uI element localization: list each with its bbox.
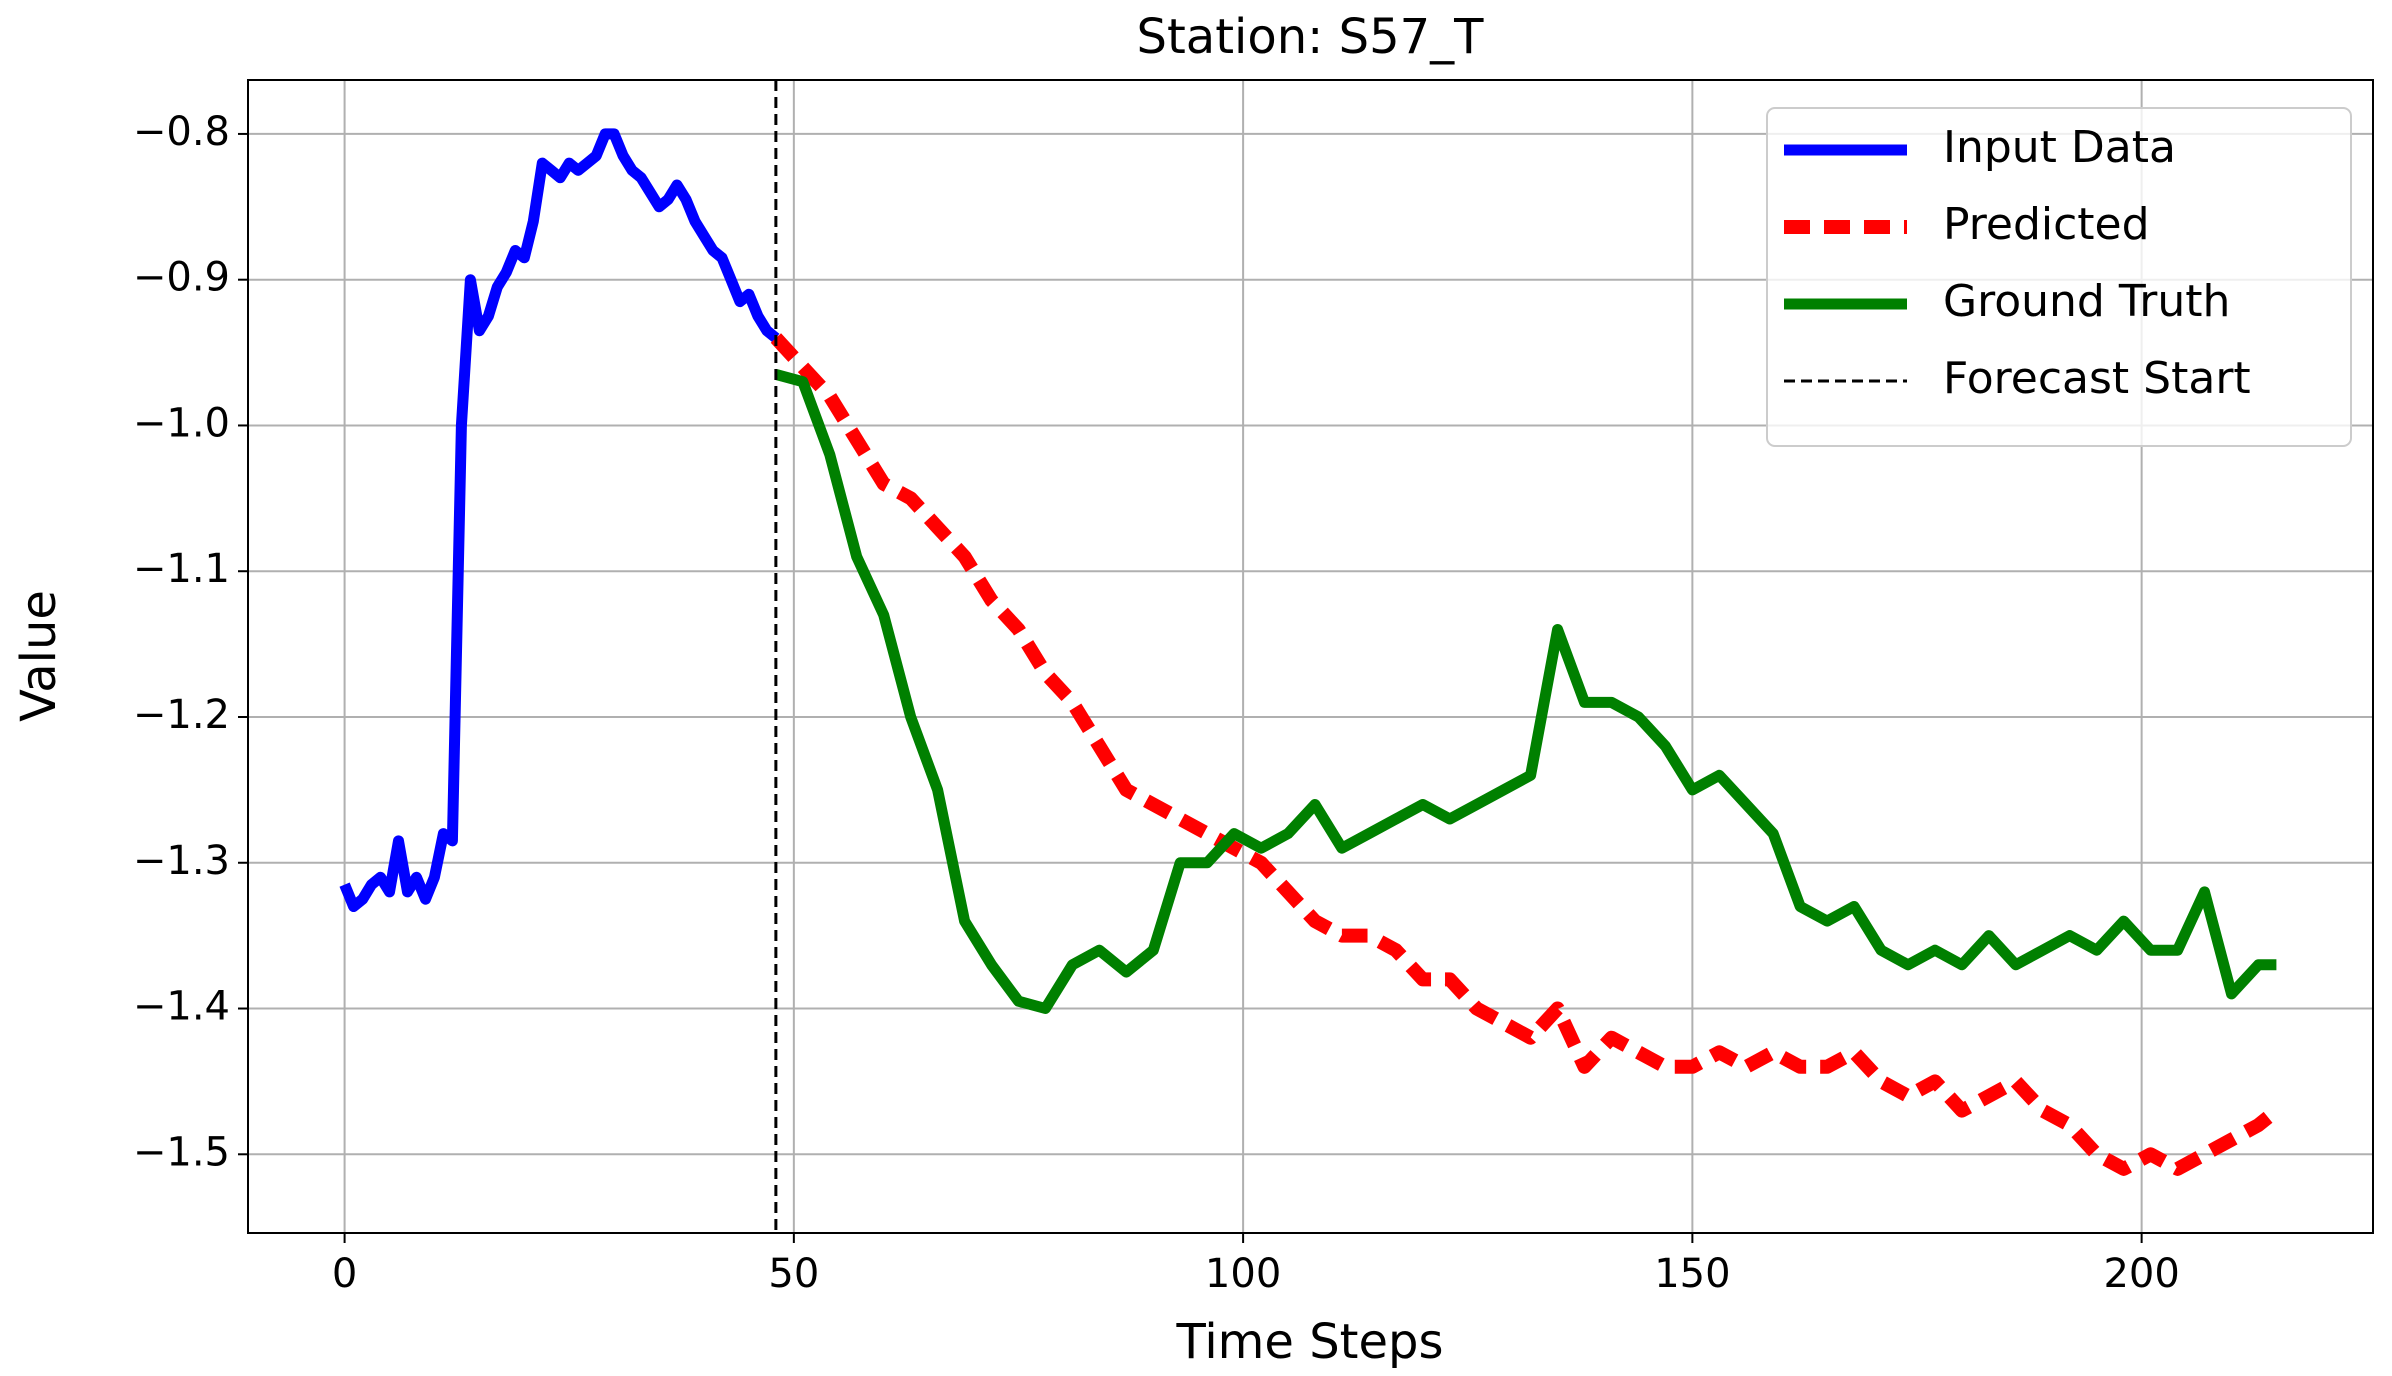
- y-tick-label: −0.8: [133, 109, 230, 155]
- chart-title: Station: S57_T: [1137, 9, 1485, 65]
- legend-label: Forecast Start: [1943, 353, 2251, 404]
- legend-label: Input Data: [1943, 122, 2176, 173]
- x-tick-label: 50: [768, 1251, 819, 1297]
- legend: Input Data Predicted Ground Truth Forecast …: [1766, 107, 2352, 447]
- y-tick-label: −1.3: [133, 838, 230, 884]
- y-tick-label: −1.0: [133, 400, 230, 446]
- y-tick-label: −1.1: [133, 546, 230, 592]
- y-tick-label: −1.2: [133, 692, 230, 738]
- legend-label: Ground Truth: [1943, 276, 2230, 327]
- data-line: [774, 369, 2277, 1014]
- y-tick-label: −1.5: [133, 1129, 230, 1175]
- data-line: [770, 333, 2281, 1176]
- legend-label: Predicted: [1943, 199, 2150, 250]
- y-tick-label: −1.4: [133, 984, 230, 1030]
- x-tick-label: 200: [2103, 1251, 2179, 1297]
- plot-frame: [247, 79, 2374, 1234]
- y-axis-label: Value: [11, 590, 67, 722]
- data-line: [339, 128, 780, 912]
- x-tick-label: 0: [332, 1251, 357, 1297]
- y-tick-label: −0.9: [133, 255, 230, 301]
- legend-box: [1766, 107, 2352, 447]
- x-tick-label: 150: [1654, 1251, 1730, 1297]
- x-axis-label: Time Steps: [1175, 1314, 1443, 1370]
- x-tick-label: 100: [1205, 1251, 1281, 1297]
